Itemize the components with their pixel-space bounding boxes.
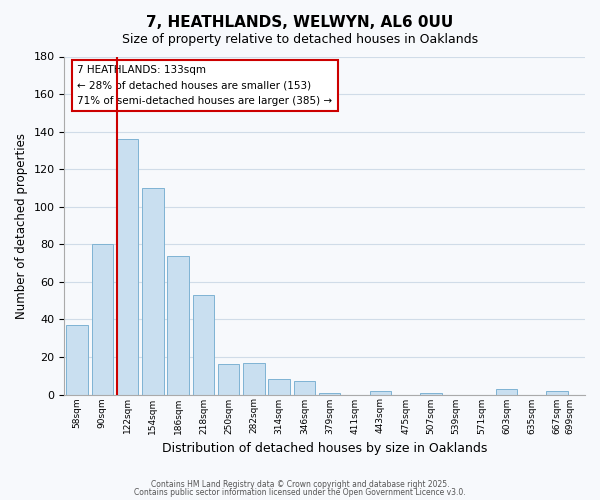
Text: Contains public sector information licensed under the Open Government Licence v3: Contains public sector information licen… [134, 488, 466, 497]
Text: Size of property relative to detached houses in Oaklands: Size of property relative to detached ho… [122, 32, 478, 46]
X-axis label: Distribution of detached houses by size in Oaklands: Distribution of detached houses by size … [162, 442, 487, 455]
Bar [420, 392, 442, 394]
Bar [193, 295, 214, 394]
Bar [117, 139, 139, 394]
Bar [268, 380, 290, 394]
Bar [66, 325, 88, 394]
Text: 7, HEATHLANDS, WELWYN, AL6 0UU: 7, HEATHLANDS, WELWYN, AL6 0UU [146, 15, 454, 30]
Bar [243, 362, 265, 394]
Text: 7 HEATHLANDS: 133sqm
← 28% of detached houses are smaller (153)
71% of semi-deta: 7 HEATHLANDS: 133sqm ← 28% of detached h… [77, 65, 332, 106]
Bar [496, 389, 517, 394]
Bar [370, 391, 391, 394]
Y-axis label: Number of detached properties: Number of detached properties [15, 132, 28, 318]
Bar [142, 188, 164, 394]
Bar [167, 256, 189, 394]
Bar [294, 382, 315, 394]
Bar [218, 364, 239, 394]
Bar [319, 392, 340, 394]
Bar [92, 244, 113, 394]
Text: Contains HM Land Registry data © Crown copyright and database right 2025.: Contains HM Land Registry data © Crown c… [151, 480, 449, 489]
Bar [547, 391, 568, 394]
